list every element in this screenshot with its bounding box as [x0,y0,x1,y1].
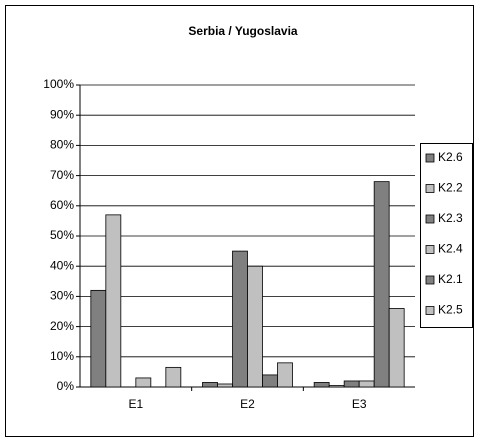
bar [247,265,263,388]
y-tick-label: 60% [50,198,74,212]
y-tick-label: 20% [50,319,74,333]
bar [343,380,360,388]
bar [90,289,107,388]
bar [313,382,330,388]
y-tick-label: 0% [57,379,75,393]
legend-swatch [425,153,435,163]
x-tick-label: E1 [128,397,143,411]
legend-label: K2.6 [438,150,463,164]
y-tick-label: 100% [43,77,74,91]
legend-label: K2.5 [438,303,463,317]
bar [373,181,390,388]
bar [262,374,278,388]
legend-swatch [425,214,435,224]
legend-swatch [425,184,435,193]
bar [135,377,152,388]
y-tick-label: 40% [50,258,74,272]
bar [328,385,345,388]
bar [202,382,218,388]
chart-title: Serbia / Yugoslavia [188,24,297,38]
bar [277,362,293,388]
y-tick-label: 90% [50,107,74,121]
legend-label: K2.2 [438,181,463,195]
legend-label: K2.4 [438,242,463,256]
legend-label: K2.1 [438,272,463,286]
bar [165,366,182,388]
legend-swatch [425,245,435,254]
legend-label: K2.3 [438,211,463,225]
x-tick-label: E3 [352,397,367,411]
legend-box [420,143,473,328]
bar [232,250,248,388]
bar [358,380,375,388]
legend-swatch [425,275,435,285]
y-tick-label: 70% [50,168,74,182]
bar [105,214,122,388]
legend-swatch [425,306,435,315]
y-tick-label: 80% [50,138,74,152]
y-tick-label: 30% [50,289,74,303]
y-tick-label: 10% [50,349,74,363]
x-tick-label: E2 [240,397,255,411]
bar [217,383,233,388]
y-tick-label: 50% [50,228,74,242]
bar [388,308,405,388]
